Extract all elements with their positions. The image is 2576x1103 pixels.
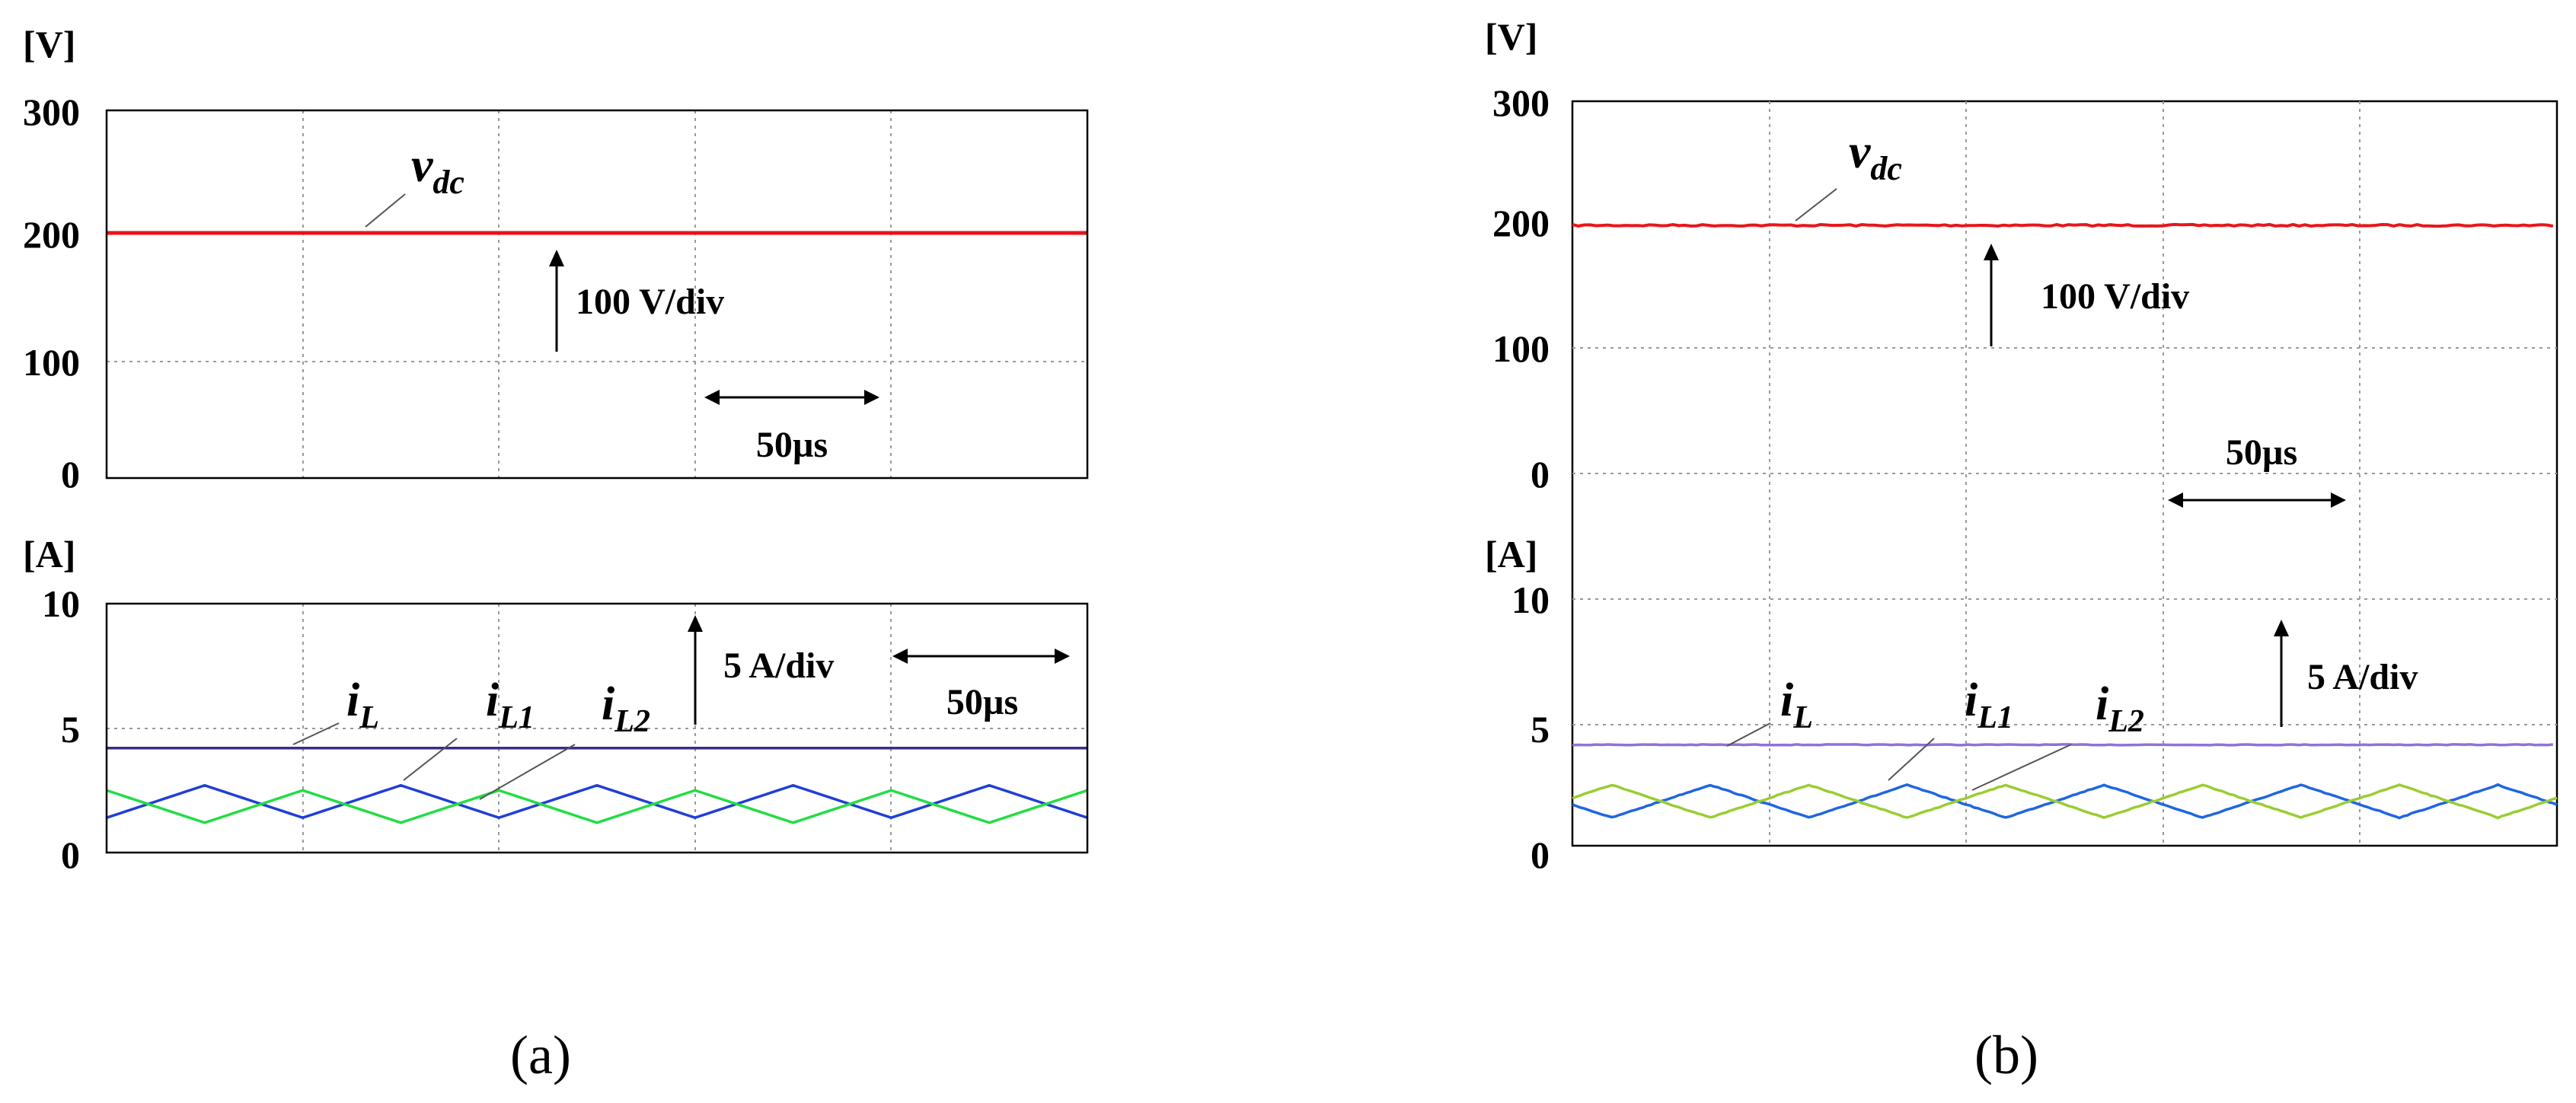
panel-a-voltage-time-arrowhead-right [864,390,879,405]
panel-a-iL1-trace [106,783,1088,820]
panel-b-iL1-leader [1888,738,1935,781]
panel-b-iL-label: iL [1780,674,1813,735]
panel-a-voltage-scale-arrowhead [549,250,564,266]
panel-b: [V] 300 200 100 0 vdc 100 V/div 50µs [A]… [1485,15,2558,1085]
panel-b-grid [1572,101,2557,846]
panel-b-voltage-time-arrowhead-right [2331,493,2346,508]
panel-b-voltage-time-note: 50µs [2226,432,2297,473]
panel-a-current-unit: [A] [23,533,75,575]
panel-a-iL2-trace [106,789,1088,824]
panel-b-voltage-tick: 300 [1492,81,1550,124]
panel-b-voltage-scale-arrowhead [1984,244,1999,260]
panel-a-iL2-leader [479,744,576,800]
panel-b-voltage-plot: [V] 300 200 100 0 vdc 100 V/div 50µs [1485,15,2554,508]
panel-b-current-tick: 10 [1511,579,1550,621]
panel-a-current-time-arrowhead-left [892,649,908,664]
panel-a-current-time-note: 50µs [946,682,1018,722]
panel-b-iL2-label: iL2 [2096,678,2144,739]
panel-b-current-scale-arrowhead [2274,620,2289,636]
panel-b-iL-trace [1572,743,2553,747]
panel-b-iL2-trace [1572,783,2558,820]
panel-a-voltage-scale-note: 100 V/div [576,282,724,322]
panel-b-voltage-unit: [V] [1485,15,1537,58]
panel-a-current-tick: 5 [61,708,80,751]
panel-b-iL2-leader [1971,744,2072,791]
panel-b-iL1-trace [1572,783,2558,820]
panel-b-current-tick: 0 [1531,834,1550,876]
panel-b-vdc-leader [1795,188,1837,222]
panel-a-iL-label: iL [346,674,379,735]
panel-a-current-grid [107,604,1087,853]
panel-b-current-unit: [A] [1485,533,1537,575]
panel-b-voltage-scale-note: 100 V/div [2041,276,2189,317]
panel-a-vdc-label: vdc [411,138,464,201]
panel-a-voltage-tick: 200 [23,213,80,256]
panel-b-current-tick: 5 [1531,708,1550,751]
panel-b-iL-leader [1726,722,1771,747]
panel-a-voltage-plot: [V] 300 200 100 0 vdc 100 V/div 50µs [23,23,1089,496]
panel-b-voltage-tick: 0 [1531,453,1550,496]
panel-a-voltage-frame [105,109,1089,480]
panel-b-caption: (b) [1974,1025,2038,1085]
panel-a-caption: (a) [510,1025,571,1085]
panel-a-current-tick: 10 [42,582,80,625]
panel-a: [V] 300 200 100 0 vdc 100 V/div 50µs [23,23,1089,1085]
panel-a-iL-leader [292,722,340,745]
panel-b-voltage-time-arrowhead-left [2168,493,2183,508]
panel-a-current-plot: [A] 10 5 0 iL iL1 iL2 5 A/div [23,533,1089,876]
panel-b-voltage-tick: 200 [1492,202,1550,244]
panel-a-current-scale-note: 5 A/div [723,646,834,686]
panel-a-iL2-label: iL2 [602,678,650,739]
panel-a-voltage-time-note: 50µs [756,425,828,465]
panel-a-current-tick: 0 [61,834,80,876]
panel-a-voltage-tick: 0 [61,453,80,496]
panel-a-iL1-label: iL1 [486,674,535,735]
panel-a-vdc-leader [365,193,406,228]
panel-a-current-time-arrowhead-right [1055,649,1070,664]
panel-b-voltage-tick: 100 [1492,327,1550,370]
panel-b-vdc-trace [1572,222,2554,228]
panel-a-voltage-unit: [V] [23,23,75,65]
panel-b-vdc-label: vdc [1849,124,1902,187]
panel-a-voltage-grid [107,110,1087,478]
panel-b-iL1-label: iL1 [1965,674,2013,735]
panel-b-current-plot: [A] 10 5 0 iL iL1 iL2 5 A/div [1485,533,2558,876]
panel-a-voltage-time-arrowhead-left [704,390,720,405]
panel-a-current-frame [105,602,1089,854]
panel-a-voltage-tick: 100 [23,341,80,384]
panel-a-iL1-leader [403,738,458,781]
panel-a-current-scale-arrowhead [688,615,703,632]
panel-b-current-scale-note: 5 A/div [2307,657,2418,697]
panel-a-voltage-tick: 300 [23,91,80,133]
